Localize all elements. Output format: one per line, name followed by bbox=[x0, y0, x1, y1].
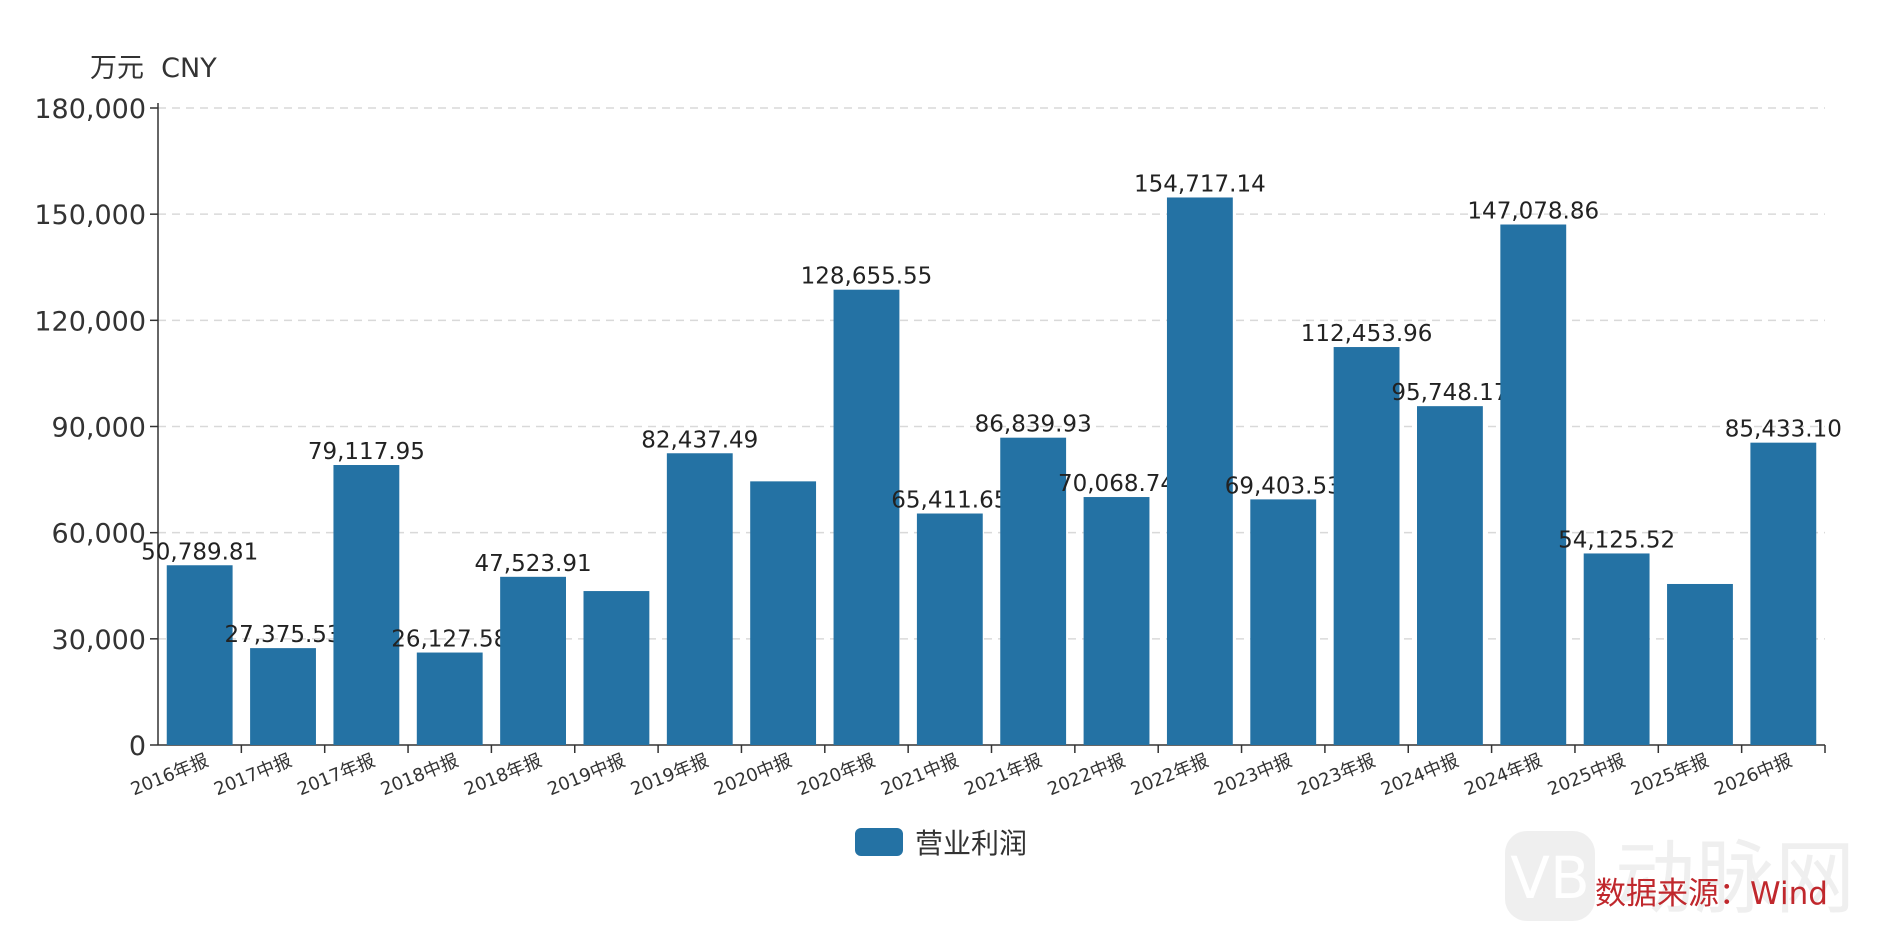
y-unit-label: 万元 CNY bbox=[90, 53, 217, 84]
bar bbox=[1750, 442, 1817, 745]
data-label: 112,453.96 bbox=[1301, 321, 1433, 347]
y-tick-label: 180,000 bbox=[34, 94, 146, 125]
y-tick-label: 0 bbox=[129, 731, 146, 762]
bar bbox=[583, 591, 650, 745]
bar bbox=[1083, 497, 1150, 745]
data-label: 128,655.55 bbox=[801, 264, 933, 290]
x-tick-label: 2021中报 bbox=[878, 750, 962, 800]
data-label: 154,717.14 bbox=[1134, 171, 1266, 197]
data-label: 79,117.95 bbox=[308, 439, 425, 465]
data-label: 26,127.58 bbox=[391, 627, 508, 653]
y-tick-label: 150,000 bbox=[34, 200, 146, 231]
y-tick-label: 90,000 bbox=[52, 413, 146, 444]
bar bbox=[833, 289, 900, 745]
bar bbox=[1417, 406, 1483, 745]
data-label: 50,789.81 bbox=[141, 539, 258, 565]
data-label: 95,748.17 bbox=[1391, 380, 1508, 406]
bar bbox=[1166, 197, 1233, 745]
bar bbox=[750, 481, 817, 745]
data-label: 27,375.53 bbox=[224, 622, 341, 648]
bar bbox=[250, 648, 316, 745]
bar bbox=[1583, 553, 1650, 745]
bar bbox=[1000, 437, 1067, 745]
data-label: 86,839.93 bbox=[975, 412, 1092, 438]
x-tick-label: 2021年报 bbox=[961, 750, 1045, 800]
bar bbox=[666, 453, 733, 745]
legend-label: 营业利润 bbox=[915, 827, 1028, 860]
legend[interactable]: 营业利润 bbox=[855, 822, 1027, 862]
bar bbox=[500, 576, 566, 745]
watermark-text: 动脉网 bbox=[1615, 832, 1855, 925]
data-label: 82,437.49 bbox=[641, 427, 758, 453]
x-tick-label: 2019年报 bbox=[628, 750, 712, 800]
bar bbox=[916, 513, 983, 745]
svg-text:VB: VB bbox=[1510, 844, 1589, 912]
bar bbox=[1667, 583, 1733, 745]
data-label: 70,068.74 bbox=[1058, 471, 1175, 497]
x-tick-label: 2022年报 bbox=[1128, 750, 1212, 800]
x-tick-label: 2020中报 bbox=[711, 750, 795, 800]
bar bbox=[416, 652, 483, 745]
data-label: 54,125.52 bbox=[1558, 527, 1675, 553]
y-tick-label: 120,000 bbox=[34, 306, 146, 337]
x-tick-label: 2017中报 bbox=[211, 750, 295, 800]
x-tick-label: 2024中报 bbox=[1378, 750, 1462, 800]
data-label: 65,411.65 bbox=[891, 488, 1008, 514]
legend-swatch bbox=[855, 828, 903, 856]
x-tick-label: 2024年报 bbox=[1461, 750, 1545, 800]
x-tick-label: 2023年报 bbox=[1295, 750, 1379, 800]
watermark-logo: VB 动脉网 bbox=[1505, 831, 1855, 925]
bar bbox=[1500, 224, 1567, 745]
y-tick-label: 60,000 bbox=[52, 519, 146, 550]
x-tick-label: 2018年报 bbox=[461, 750, 545, 800]
bar bbox=[166, 565, 233, 745]
data-label: 69,403.53 bbox=[1225, 473, 1342, 499]
x-tick-label: 2023中报 bbox=[1211, 750, 1295, 800]
bar bbox=[1333, 347, 1400, 745]
data-label: 47,523.91 bbox=[475, 551, 592, 577]
x-tick-label: 2020年报 bbox=[795, 750, 879, 800]
x-tick-label: 2017年报 bbox=[295, 750, 379, 800]
x-tick-label: 2025中报 bbox=[1545, 750, 1629, 800]
x-tick-label: 2018中报 bbox=[378, 750, 462, 800]
source-note: 数据来源：Wind bbox=[1595, 876, 1828, 912]
x-tick-label: 2025年报 bbox=[1628, 750, 1712, 800]
y-tick-label: 30,000 bbox=[52, 625, 146, 656]
bar bbox=[1250, 499, 1317, 745]
data-label: 147,078.86 bbox=[1467, 199, 1599, 225]
bar bbox=[333, 465, 400, 745]
x-tick-label: 2026中报 bbox=[1711, 750, 1795, 800]
x-tick-label: 2022中报 bbox=[1045, 750, 1129, 800]
x-tick-label: 2019中报 bbox=[545, 750, 629, 800]
data-label: 85,433.10 bbox=[1725, 417, 1842, 443]
